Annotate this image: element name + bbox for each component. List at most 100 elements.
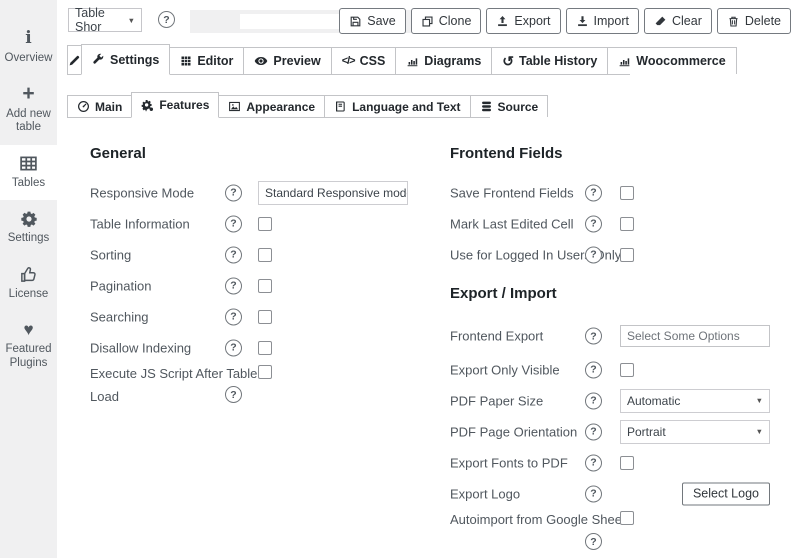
save-frontend-fields-checkbox[interactable] [620,185,634,200]
section-title: Frontend Fields [450,145,563,162]
tab-woocommerce[interactable]: Woocommerce [607,47,737,74]
export-button[interactable]: Export [486,8,561,34]
tab-settings[interactable]: Settings [81,44,171,75]
import-button[interactable]: Import [565,8,639,34]
chart-icon [618,55,631,68]
setting-label: Disallow Indexing [90,340,192,355]
help-icon[interactable]: ? [225,246,242,263]
section-title: General [90,145,146,162]
pencil-icon [68,54,81,67]
select-logo-button[interactable]: Select Logo [681,482,770,505]
help-icon[interactable]: ? [225,215,242,232]
tab-editor[interactable]: Editor [169,47,245,74]
responsive-mode-select[interactable]: Standard Responsive mode ▼ [258,180,408,205]
thumbs-up-icon [2,265,55,284]
sidebar-item-tables[interactable]: Tables [0,144,57,201]
sidebar-item-featured-plugins[interactable]: ♥ Featured Plugins [0,311,57,380]
setting-label: Responsive Mode [90,185,195,200]
clear-button[interactable]: Clear [643,8,712,34]
help-icon[interactable]: ? [585,215,602,232]
setting-row-frontend-export: Frontend Export ? [450,318,785,354]
export-only-visible-checkbox[interactable] [620,362,634,377]
pagination-checkbox[interactable] [258,278,272,293]
table-information-checkbox[interactable] [258,216,272,231]
chevron-down-icon: ▼ [755,396,763,405]
tab-label: Woocommerce [636,54,726,68]
help-icon[interactable]: ? [585,533,602,550]
tab-css[interactable]: </> CSS [330,47,397,74]
help-icon[interactable]: ? [585,184,602,201]
disallow-indexing-checkbox[interactable] [258,340,272,355]
tab-diagrams[interactable]: Diagrams [395,47,493,74]
tab-table-history[interactable]: ↺ Table History [491,47,609,74]
sidebar-item-overview[interactable]: i Overview [0,20,57,76]
setting-label: Export Fonts to PDF [450,455,568,470]
table-selector[interactable]: Table Shor ▼ [68,6,142,34]
tab-features[interactable]: Features [131,92,220,118]
image-icon [228,100,241,113]
general-section: General Responsive Mode ? Standard Respo… [90,145,435,411]
pdf-page-orientation-select[interactable]: Portrait ▼ [620,419,770,444]
execute-js-checkbox[interactable] [258,365,272,379]
clone-button[interactable]: Clone [410,8,482,34]
tab-preview[interactable]: Preview [243,47,332,74]
save-button[interactable]: Save [339,8,406,34]
help-icon[interactable]: ? [585,423,602,440]
setting-row-save-frontend-fields: Save Frontend Fields ? [450,177,785,208]
setting-row-sorting: Sorting ? [90,239,435,270]
help-icon[interactable]: ? [585,392,602,409]
tab-edit-title[interactable] [67,45,82,74]
database-icon [480,100,493,113]
help-icon[interactable]: ? [585,246,602,263]
select-value: Automatic [627,393,681,408]
tab-main[interactable]: Main [67,95,133,117]
setting-row-table-information: Table Information ? [90,208,435,239]
pdf-paper-size-select[interactable]: Automatic ▼ [620,388,770,413]
setting-label: Frontend Export [450,328,544,344]
help-icon[interactable]: ? [585,485,602,502]
help-icon[interactable]: ? [225,308,242,325]
tab-language-and-text[interactable]: Language and Text [324,95,471,117]
sidebar: i Overview + Add new table Tables Settin… [0,0,57,558]
setting-label: Sorting [90,247,132,262]
mark-last-edited-cell-checkbox[interactable] [620,216,634,231]
tab-source[interactable]: Source [469,95,549,117]
table-icon [2,154,55,173]
right-column: Frontend Fields Save Frontend Fields ? M… [450,145,785,553]
setting-row-export-logo: Export Logo ? Select Logo [450,478,785,509]
help-icon[interactable]: ? [585,454,602,471]
frontend-export-input[interactable] [620,325,770,347]
help-icon[interactable]: ? [225,386,242,403]
tab-label: Main [95,99,123,114]
button-label: Export [514,14,551,28]
setting-label: Autoimport from Google Sheet [450,512,626,527]
help-icon[interactable]: ? [585,361,602,378]
select-value: Standard Responsive mode [265,185,408,200]
tab-appearance[interactable]: Appearance [218,95,326,117]
autoimport-google-sheet-checkbox[interactable] [620,511,634,525]
sidebar-item-label: Settings [7,232,50,245]
save-icon [349,15,362,28]
sorting-checkbox[interactable] [258,247,272,262]
setting-row-pdf-page-orientation: PDF Page Orientation ? Portrait ▼ [450,416,785,447]
help-icon[interactable]: ? [158,11,175,28]
sidebar-item-license[interactable]: License [0,256,57,312]
tab-label: Appearance [246,99,316,114]
export-fonts-to-pdf-checkbox[interactable] [620,455,634,470]
heart-icon: ♥ [23,319,34,339]
help-icon[interactable]: ? [225,339,242,356]
delete-button[interactable]: Delete [716,8,791,34]
table-selector-value: Table Shor [75,6,105,34]
select-value: Portrait [627,424,666,439]
tab-label: Language and Text [352,99,461,114]
setting-label: Pagination [90,278,152,293]
help-icon[interactable]: ? [225,184,242,201]
sidebar-item-settings[interactable]: Settings [0,200,57,256]
help-icon[interactable]: ? [225,277,242,294]
gears-icon [141,99,154,112]
logged-in-users-only-checkbox[interactable] [620,247,634,262]
sidebar-item-add-new-table[interactable]: + Add new table [0,76,57,145]
sidebar-item-label: Featured Plugins [5,343,52,369]
help-icon[interactable]: ? [585,327,602,345]
searching-checkbox[interactable] [258,309,272,324]
